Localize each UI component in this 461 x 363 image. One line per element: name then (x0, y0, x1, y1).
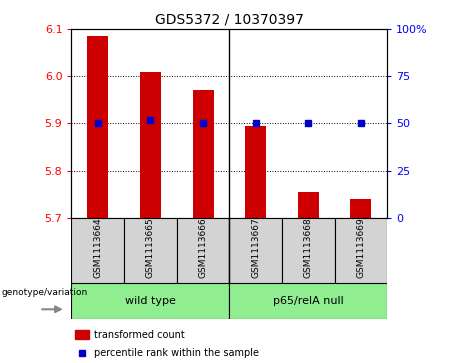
Bar (87, 36, 108, 218)
Bar (245, 126, 266, 218)
Text: genotype/variation: genotype/variation (1, 288, 88, 297)
Bar (335, 218, 387, 283)
Text: p65/relA null: p65/relA null (273, 296, 343, 306)
Text: wild type: wild type (125, 296, 176, 306)
Text: GSM1113668: GSM1113668 (304, 217, 313, 278)
Text: GSM1113665: GSM1113665 (146, 217, 155, 278)
Bar (229, 283, 387, 319)
Bar (71, 283, 229, 319)
Text: GSM1113669: GSM1113669 (356, 217, 366, 278)
Bar (193, 90, 213, 218)
Bar (350, 199, 372, 218)
Bar (71, 218, 124, 283)
Bar (124, 218, 177, 283)
Bar (229, 218, 282, 283)
Text: GSM1113666: GSM1113666 (199, 217, 207, 278)
Bar (177, 218, 229, 283)
Title: GDS5372 / 10370397: GDS5372 / 10370397 (155, 12, 304, 26)
Bar (140, 72, 161, 218)
Text: GSM1113664: GSM1113664 (93, 217, 102, 278)
Bar (282, 218, 335, 283)
Text: percentile rank within the sample: percentile rank within the sample (94, 348, 259, 358)
Text: GSM1113667: GSM1113667 (251, 217, 260, 278)
Text: transformed count: transformed count (94, 330, 184, 340)
Bar (298, 192, 319, 218)
Bar (75, 330, 89, 339)
